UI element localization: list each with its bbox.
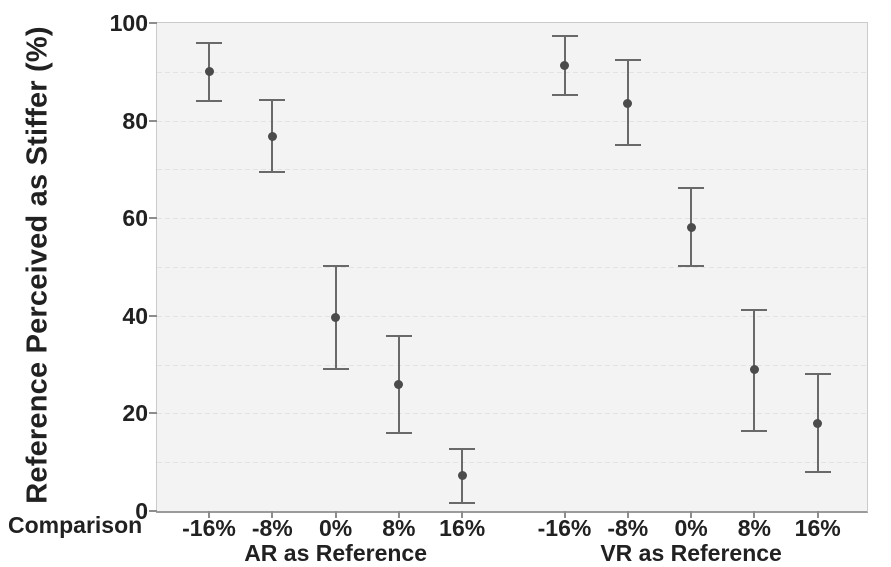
gridline-y-70 — [157, 169, 867, 171]
x-tick-label-1-0: -16% — [537, 515, 592, 541]
y-tick-label-20: 20 — [122, 400, 148, 427]
x-tick-0-0 — [208, 511, 210, 518]
error-bar-cap-bottom — [614, 144, 641, 147]
y-tick-label-80: 80 — [122, 107, 148, 134]
error-bar-cap-bottom — [322, 367, 349, 370]
x-tick-label-0-4: 16% — [439, 515, 486, 541]
error-bar-cap-top — [322, 264, 349, 267]
error-bar-cap-top — [614, 59, 641, 62]
error-bar-cap-bottom — [804, 471, 831, 474]
point-marker — [749, 365, 759, 375]
error-bar-cap-bottom — [385, 431, 412, 434]
gridline-y-60 — [157, 218, 867, 220]
error-bar-cap-top — [385, 335, 412, 338]
x-tick-label-1-2: 0% — [674, 515, 708, 541]
x-tick-label-0-0: -16% — [182, 515, 236, 541]
x-tick-1-4 — [816, 511, 819, 518]
gridline-y-40 — [157, 315, 867, 317]
x-tick-1-1 — [626, 511, 629, 518]
y-tick-80 — [149, 119, 157, 122]
x-tick-label-1-1: -8% — [607, 515, 649, 541]
point-marker — [457, 470, 467, 480]
point-marker — [813, 419, 823, 429]
x-tick-label-0-1: -8% — [251, 515, 293, 541]
group-axis-label-1: VR as Reference — [600, 540, 782, 566]
error-bar-cap-top — [678, 186, 705, 189]
point-marker — [331, 312, 341, 322]
gridline-y-10 — [157, 462, 867, 464]
y-tick-label-60: 60 — [122, 205, 148, 232]
gridline-y-90 — [157, 71, 867, 73]
gridline-y-20 — [157, 413, 867, 415]
x-tick-0-1 — [271, 511, 274, 518]
gridline-y-80 — [157, 120, 867, 122]
x-tick-label-1-4: 16% — [794, 515, 841, 541]
point-marker — [623, 98, 633, 108]
x-tick-1-3 — [753, 511, 756, 518]
y-tick-0 — [149, 510, 157, 512]
point-marker — [267, 131, 277, 141]
error-bar-cap-top — [551, 35, 578, 38]
group-axis-label-0: AR as Reference — [244, 540, 427, 566]
error-bar-cap-top — [196, 41, 222, 44]
y-tick-60 — [149, 217, 157, 220]
x-tick-1-0 — [563, 511, 566, 518]
gridline-y-30 — [157, 364, 867, 366]
y-tick-label-40: 40 — [122, 302, 148, 329]
error-bar-cap-top — [449, 447, 476, 450]
y-tick-20 — [149, 412, 157, 415]
x-tick-0-3 — [397, 511, 400, 518]
error-bar-cap-bottom — [741, 429, 768, 432]
y-tick-label-100: 100 — [109, 10, 148, 36]
error-bar-cap-bottom — [449, 502, 476, 505]
x-tick-label-0-2: 0% — [318, 515, 353, 541]
error-bar-cap-top — [259, 99, 286, 102]
plot-area: 0 20 40 60 80 100 -16% -8% 0% 8% 16% AR as Referenc… — [110, 10, 868, 566]
y-tick-40 — [149, 314, 157, 317]
x-axis-row-label: Comparison — [8, 512, 143, 538]
y-tick-label-0: 0 — [135, 498, 148, 524]
y-tick-100 — [149, 22, 157, 24]
gridline-y-50 — [157, 267, 867, 268]
error-bar-cap-top — [741, 308, 768, 311]
x-tick-0-2 — [334, 511, 337, 518]
point-marker — [560, 60, 569, 70]
y-axis-title: Reference Perceived as Stiffer (%) — [21, 26, 54, 504]
point-marker — [686, 223, 696, 233]
error-bar-cap-bottom — [678, 265, 705, 268]
x-tick-0-4 — [461, 511, 464, 518]
error-bar-cap-top — [804, 372, 831, 375]
point-marker — [204, 67, 214, 77]
error-bar-cap-bottom — [259, 171, 286, 174]
point-marker — [394, 380, 404, 390]
x-tick-1-2 — [690, 511, 693, 518]
x-tick-label-1-3: 8% — [737, 515, 772, 541]
error-bar-cap-bottom — [551, 93, 578, 96]
x-tick-label-0-3: 8% — [382, 515, 416, 541]
error-bar-cap-bottom — [196, 100, 222, 103]
